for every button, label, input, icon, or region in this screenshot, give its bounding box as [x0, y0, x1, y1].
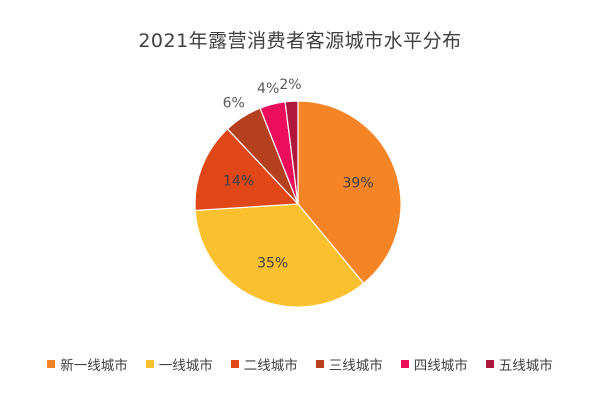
chart-legend: 新一线城市 一线城市 二线城市 三线城市 四线城市 五线城市 — [0, 354, 600, 374]
pie-label-6: 2% — [279, 77, 301, 93]
legend-swatch-5 — [400, 360, 409, 368]
legend-item-2: 一线城市 — [145, 354, 213, 374]
pie-label-5: 4% — [257, 81, 279, 97]
legend-item-1: 新一线城市 — [47, 354, 128, 374]
pie-label-1: 39% — [343, 175, 374, 191]
chart-title: 2021年露营消费者客源城市水平分布 — [138, 30, 462, 52]
legend-swatch-6 — [485, 360, 494, 368]
legend-item-3: 二线城市 — [230, 354, 298, 374]
pie-slice-2 — [194, 203, 365, 308]
pie-slice-1 — [297, 100, 402, 285]
legend-swatch-4 — [315, 360, 324, 368]
legend-label-1: 新一线城市 — [60, 358, 128, 374]
pie-slice-6 — [284, 100, 299, 205]
legend-item-4: 三线城市 — [315, 354, 383, 374]
legend-label-6: 五线城市 — [498, 358, 553, 374]
legend-swatch-2 — [145, 360, 154, 368]
legend-item-6: 五线城市 — [485, 354, 553, 374]
legend-label-2: 一线城市 — [158, 358, 213, 374]
pie-label-3: 14% — [223, 173, 254, 189]
legend-swatch-1 — [47, 360, 56, 368]
legend-swatch-3 — [230, 360, 239, 368]
legend-label-4: 三线城市 — [328, 358, 383, 374]
legend-label-5: 四线城市 — [413, 358, 468, 374]
legend-item-5: 四线城市 — [400, 354, 468, 374]
legend-label-3: 二线城市 — [243, 358, 298, 374]
pie-label-2: 35% — [257, 256, 288, 272]
pie-label-4: 6% — [223, 96, 245, 112]
pie-slice-3 — [194, 128, 300, 212]
